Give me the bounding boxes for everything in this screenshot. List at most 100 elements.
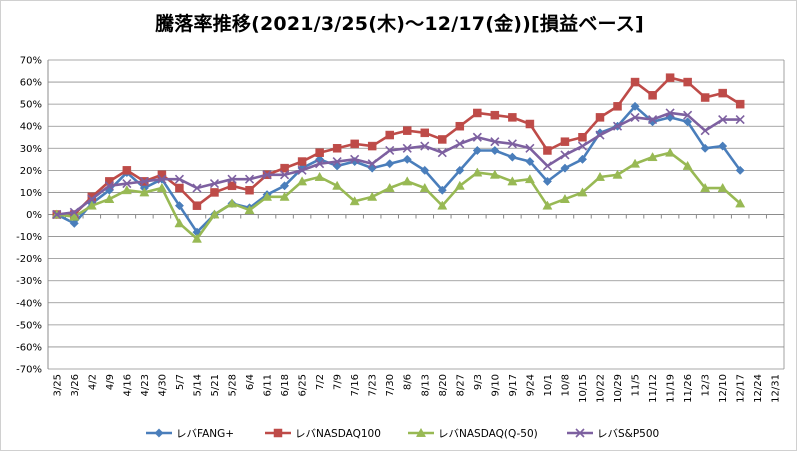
data-point: [332, 144, 342, 153]
y-tick-label: 70%: [20, 56, 42, 67]
x-tick-label: 12/10: [718, 374, 729, 403]
data-point: [349, 196, 360, 206]
data-point: [175, 183, 184, 193]
data-point: [595, 113, 605, 122]
data-point: [718, 115, 728, 125]
data-point: [612, 169, 623, 179]
data-point: [575, 428, 585, 438]
data-point-stroke: [612, 121, 623, 131]
data-point: [630, 77, 640, 87]
data-point-stroke: [227, 174, 237, 184]
data-point: [209, 209, 220, 219]
data-point: [560, 150, 570, 160]
x-tick-label: 10/1: [543, 374, 554, 396]
legend-label: レバFANG+: [176, 428, 234, 440]
x-tick-label: 8/27: [455, 374, 466, 396]
x-tick-label: 7/9: [333, 374, 344, 390]
y-tick-label: 10%: [20, 188, 42, 199]
x-tick-label: 8/6: [403, 374, 414, 390]
data-point: [665, 73, 675, 82]
x-tick-label: 9/3: [473, 374, 484, 390]
data-point: [437, 148, 447, 158]
data-point-stroke: [244, 174, 255, 184]
data-point: [612, 121, 623, 131]
x-tick-label: 8/20: [438, 374, 449, 396]
data-point: [647, 151, 658, 162]
data-point: [314, 171, 325, 181]
x-tick-label: 12/31: [771, 374, 782, 403]
series-4: [52, 108, 745, 220]
data-point: [525, 119, 535, 129]
data-point: [420, 165, 430, 175]
x-tick-label: 4/30: [157, 374, 168, 396]
data-point: [648, 115, 658, 125]
data-point: [332, 180, 343, 190]
data-point: [191, 233, 202, 243]
data-point: [735, 198, 746, 208]
data-point-stroke: [735, 115, 745, 125]
x-tick-label: 4/16: [122, 374, 133, 396]
data-point: [630, 101, 640, 111]
data-point-stroke: [630, 112, 640, 122]
data-point: [542, 176, 552, 186]
data-point: [490, 110, 500, 120]
data-point: [700, 126, 710, 136]
data-point: [455, 165, 465, 175]
y-tick-label: 60%: [20, 78, 42, 89]
data-point: [154, 428, 164, 438]
data-point: [157, 170, 167, 180]
data-point: [543, 146, 552, 155]
data-point: [174, 201, 184, 211]
data-point: [122, 179, 132, 189]
data-point: [525, 143, 535, 153]
data-point-stroke: [174, 174, 184, 184]
data-point-stroke: [69, 207, 79, 217]
x-tick-label: 12/3: [701, 374, 712, 396]
data-point: [52, 209, 62, 220]
data-point: [104, 193, 115, 203]
data-point: [472, 132, 482, 142]
y-tick-label: 40%: [20, 122, 42, 133]
data-point: [385, 159, 395, 169]
legend-label: レバS&P500: [597, 428, 659, 440]
x-tick-label: 6/25: [298, 374, 309, 396]
x-tick-label: 4/2: [87, 374, 98, 390]
data-point: [157, 174, 167, 184]
data-point: [350, 154, 360, 164]
data-point-stroke: [718, 115, 728, 125]
data-point: [227, 181, 237, 191]
data-point: [139, 187, 150, 197]
data-point-stroke: [420, 141, 430, 151]
data-point: [455, 139, 465, 149]
data-point: [718, 88, 727, 98]
data-point: [69, 211, 80, 221]
data-point-stroke: [280, 170, 290, 180]
data-point: [577, 141, 588, 151]
y-tick-label: -70%: [16, 365, 42, 376]
data-point: [489, 169, 500, 179]
x-tick-label: 7/30: [385, 374, 396, 396]
data-point-stroke: [525, 143, 535, 153]
data-point-stroke: [507, 139, 517, 149]
data-point: [490, 145, 500, 156]
series-line: [56, 105, 742, 234]
data-point: [683, 77, 692, 87]
y-tick-label: -30%: [16, 276, 42, 287]
data-point: [121, 185, 132, 195]
data-point: [454, 180, 465, 190]
data-point: [244, 204, 255, 215]
data-point: [280, 181, 290, 191]
data-point-stroke: [157, 174, 167, 184]
data-point: [630, 158, 641, 168]
data-point: [560, 163, 570, 173]
data-point: [384, 182, 395, 192]
y-tick-label: -20%: [16, 254, 42, 265]
data-point: [542, 200, 553, 210]
data-point: [385, 130, 394, 140]
series-line: [56, 76, 741, 216]
data-point: [262, 170, 272, 180]
data-point: [402, 154, 412, 164]
x-tick-label: 4/23: [140, 374, 151, 396]
data-point: [613, 102, 622, 111]
